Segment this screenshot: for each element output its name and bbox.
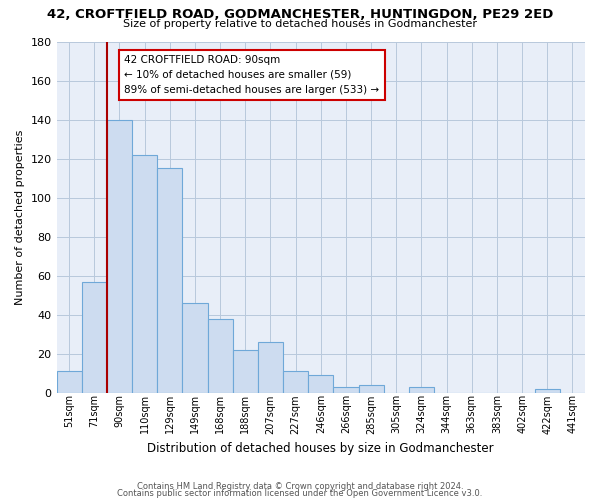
Bar (359, 385, 383, 393)
Y-axis label: Number of detached properties: Number of detached properties (15, 130, 25, 305)
Bar (334, 387, 359, 393)
Text: Contains public sector information licensed under the Open Government Licence v3: Contains public sector information licen… (118, 489, 482, 498)
Text: Size of property relative to detached houses in Godmanchester: Size of property relative to detached ho… (123, 19, 477, 29)
Bar (258, 342, 283, 393)
Text: 42 CROFTFIELD ROAD: 90sqm
← 10% of detached houses are smaller (59)
89% of semi-: 42 CROFTFIELD ROAD: 90sqm ← 10% of detac… (124, 55, 380, 95)
Bar (132, 154, 157, 393)
Bar (409, 387, 434, 393)
Bar (82, 282, 107, 393)
Bar (107, 120, 132, 393)
Bar (208, 318, 233, 393)
Bar (308, 375, 334, 393)
Bar (233, 350, 258, 393)
Bar (283, 372, 308, 393)
Bar (535, 389, 560, 393)
Bar (157, 168, 182, 393)
Text: Contains HM Land Registry data © Crown copyright and database right 2024.: Contains HM Land Registry data © Crown c… (137, 482, 463, 491)
Text: 42, CROFTFIELD ROAD, GODMANCHESTER, HUNTINGDON, PE29 2ED: 42, CROFTFIELD ROAD, GODMANCHESTER, HUNT… (47, 8, 553, 20)
Bar (56, 372, 82, 393)
Bar (182, 303, 208, 393)
X-axis label: Distribution of detached houses by size in Godmanchester: Distribution of detached houses by size … (148, 442, 494, 455)
